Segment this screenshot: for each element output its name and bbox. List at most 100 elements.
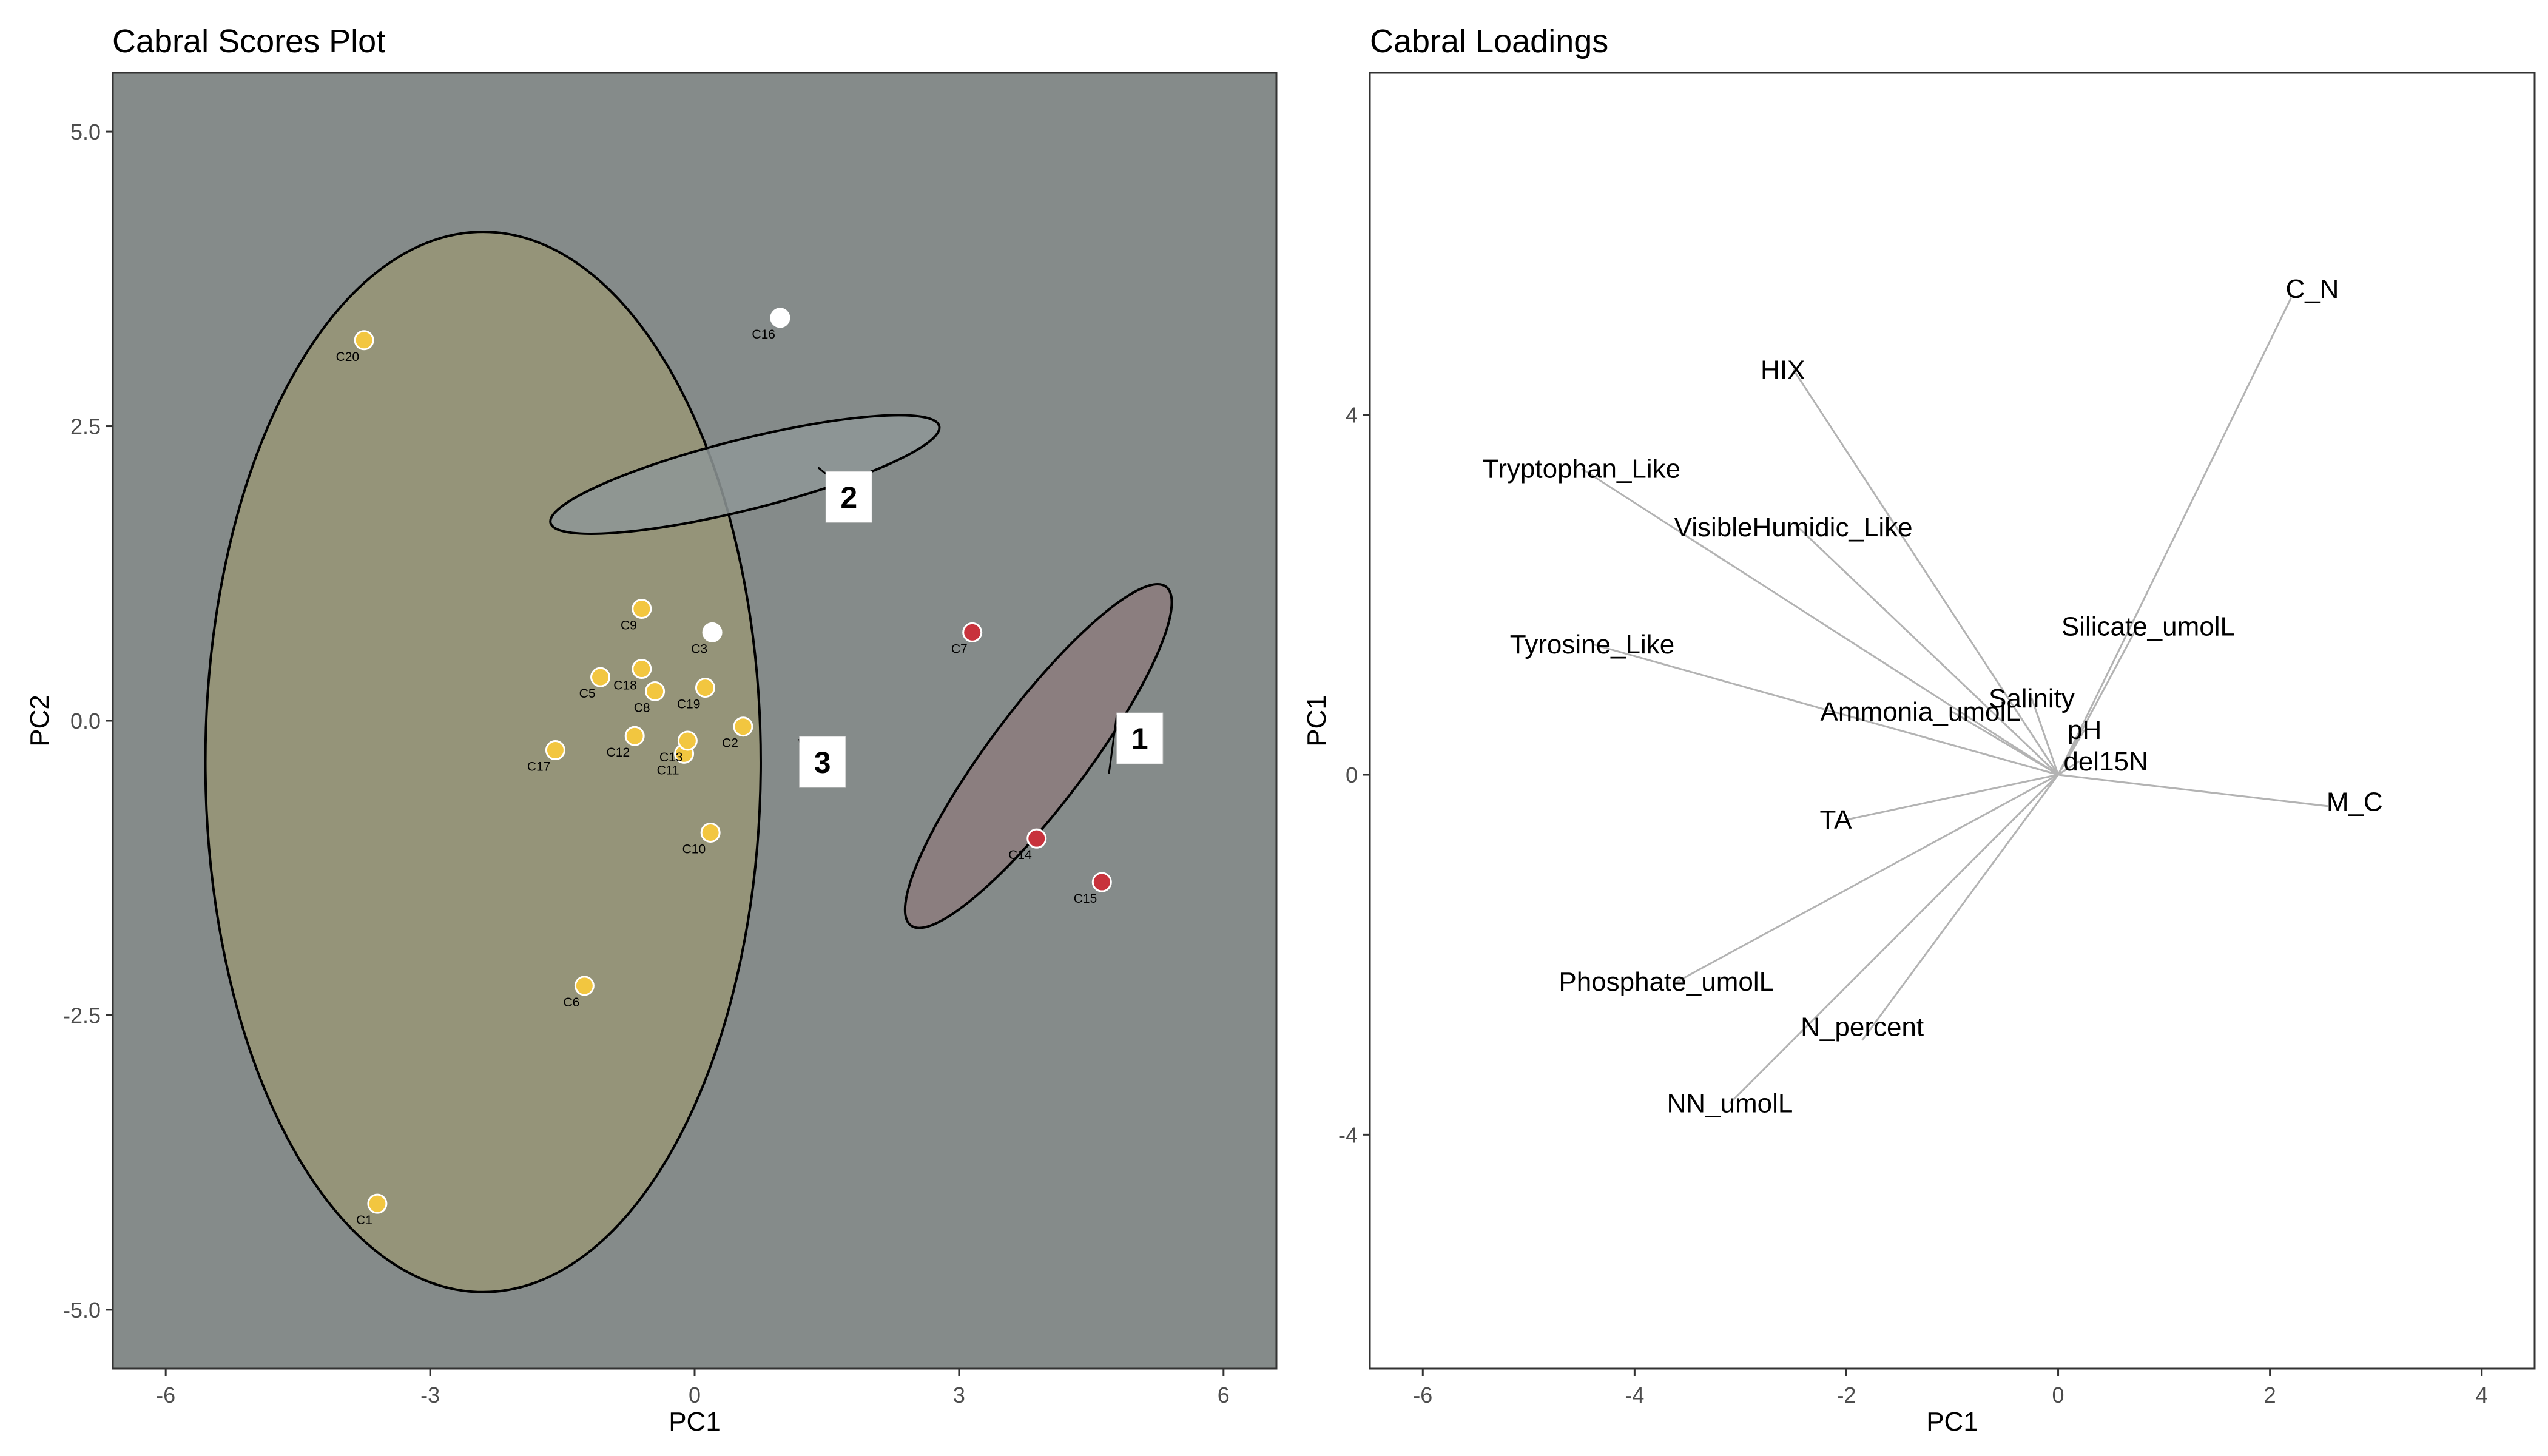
cluster-2-ellipse (549, 414, 941, 535)
score-point-c20 (354, 330, 374, 351)
cluster-ellipses (204, 231, 1173, 1293)
scores-x-ticks: -6 -3 0 3 6 (156, 1369, 1230, 1407)
point-label-c17: C17 (527, 760, 551, 774)
point-label-c7: C7 (951, 642, 968, 656)
x-tick-label: 3 (953, 1383, 965, 1407)
point-label-c18: C18 (613, 679, 637, 693)
cluster-1-ellipse (903, 582, 1173, 929)
cluster-labels: 1 2 3 (798, 467, 1164, 788)
y-tick-label: -5.0 (63, 1298, 101, 1323)
loading-label-salinity: Salinity (1989, 684, 2075, 713)
loading-label-silicate-umoll: Silicate_umolL (2061, 612, 2235, 641)
loading-label-c-n: C_N (2285, 274, 2339, 304)
scores-points (354, 308, 1112, 1214)
loading-vector-ph (2057, 729, 2086, 775)
loadings-plot-area (1370, 73, 2535, 1369)
x-tick-label: 6 (1218, 1383, 1230, 1407)
x-tick-label: 4 (2476, 1383, 2488, 1407)
x-tick-label: -3 (420, 1383, 440, 1407)
x-tick-label: -2 (1836, 1383, 1856, 1407)
loading-vector-n-percent (1861, 774, 2059, 1041)
loading-label-hix: HIX (1761, 356, 1805, 385)
score-point-c10 (700, 822, 721, 843)
loading-label-tyrosine-like: Tyrosine_Like (1510, 630, 1674, 659)
point-label-c13: C13 (659, 750, 683, 764)
loading-label-m-c: M_C (2327, 787, 2383, 817)
score-point-c13 (677, 730, 698, 751)
loading-label-phosphate-umoll: Phosphate_umolL (1559, 967, 1774, 997)
loading-vector-tryptophan-like (1581, 468, 2059, 776)
point-label-c5: C5 (579, 687, 596, 701)
loading-label-del15n: del15N (2063, 747, 2148, 777)
loading-label-n-percent: N_percent (1801, 1012, 1924, 1042)
point-label-c16: C16 (752, 328, 775, 342)
cluster-2-label: 2 (840, 480, 857, 514)
score-point-c14 (1026, 828, 1047, 849)
point-label-c3: C3 (691, 642, 707, 656)
loading-vector-del15n (2057, 760, 2080, 776)
point-label-c2: C2 (722, 736, 738, 750)
point-label-c11: C11 (657, 763, 679, 777)
y-tick-label: -2.5 (63, 1003, 101, 1028)
x-tick-label: 2 (2264, 1383, 2276, 1407)
score-point-c12 (624, 726, 645, 746)
loading-vector-ta (1846, 774, 2058, 821)
y-tick-label: 0.0 (70, 709, 101, 733)
x-tick-label: -6 (1413, 1383, 1432, 1407)
scores-plot-title: Cabral Scores Plot (112, 23, 385, 59)
loadings-y-ticks: 4 0 -4 (1338, 403, 1370, 1147)
score-point-c18 (632, 659, 652, 679)
y-tick-label: 0 (1346, 763, 1358, 787)
loadings-plot-title: Cabral Loadings (1370, 23, 1608, 59)
cluster-3-label-box (799, 736, 846, 788)
loading-vector-tyrosine-like (1592, 643, 2058, 776)
loadings-x-axis-label: PC1 (1926, 1407, 1978, 1437)
loading-label-visiblehumidic-like: VisibleHumidic_Like (1674, 513, 1913, 542)
loading-label-ph: pH (2068, 715, 2101, 745)
scores-plot-border (112, 72, 1278, 1370)
score-point-c9 (632, 599, 652, 619)
score-point-c17 (545, 740, 565, 761)
scores-x-axis-label: PC1 (669, 1407, 721, 1437)
cluster-1-label-box (1116, 712, 1164, 764)
loading-labels: C_N HIX Tryptophan_Like VisibleHumidic_Like… (1483, 274, 2383, 1118)
score-point-c8 (645, 681, 666, 701)
point-label-c14: C14 (1008, 848, 1032, 862)
point-label-c9: C9 (621, 619, 637, 633)
loading-vector-nn-umoll (1729, 774, 2059, 1104)
loadings-plot-panel: Cabral Loadings C_N HIX Tryptophan_Like Vis… (1302, 23, 2536, 1437)
y-tick-label: 4 (1346, 403, 1358, 428)
cluster-1-label-pointer (1108, 715, 1118, 774)
x-tick-label: -6 (156, 1383, 175, 1407)
loading-vector-hix (1792, 369, 2059, 775)
point-label-c19: C19 (677, 698, 701, 712)
score-point-c1 (367, 1193, 388, 1214)
loadings-y-axis-label: PC1 (1302, 695, 1332, 747)
loadings-plot-border (1369, 72, 2536, 1370)
loading-vector-silicate-umoll (2057, 625, 2138, 775)
x-tick-label: 0 (689, 1383, 701, 1407)
score-point-c15 (1091, 872, 1112, 892)
loading-vector-c-n (2057, 297, 2292, 775)
loading-vector-salinity (2031, 698, 2059, 775)
y-tick-label: 5.0 (70, 120, 101, 144)
point-label-c8: C8 (634, 701, 650, 715)
loading-label-nn-umoll: NN_umolL (1667, 1088, 1793, 1118)
loading-label-ammonia-umoll: Ammonia_umolL (1821, 697, 2021, 727)
score-point-c16 (770, 308, 790, 328)
point-label-c20: C20 (336, 350, 360, 364)
x-tick-label: 0 (2052, 1383, 2064, 1407)
scores-plot-panel: Cabral Scores Plot C1C2C3C5C6C7C8C9C10C1… (25, 23, 1278, 1437)
score-point-c6 (574, 976, 595, 996)
loading-vector-ammonia-umoll (1952, 710, 2059, 776)
point-label-c1: C1 (356, 1213, 372, 1227)
loading-label-ta: TA (1820, 805, 1853, 835)
loading-vector-phosphate-umoll (1676, 774, 2059, 983)
score-point-c5 (590, 667, 611, 687)
x-tick-label: -4 (1625, 1383, 1644, 1407)
point-label-c15: C15 (1074, 892, 1097, 906)
loading-vector-visiblehumidic-like (1793, 522, 2059, 776)
cluster-1-label: 1 (1131, 722, 1148, 756)
y-tick-label: -4 (1338, 1122, 1358, 1147)
